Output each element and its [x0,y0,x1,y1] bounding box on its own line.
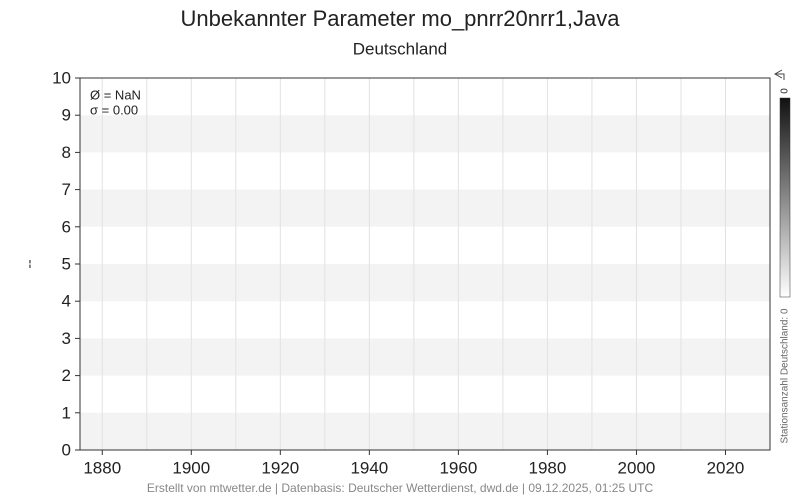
grid-band [80,412,770,450]
y-tick-label: 8 [62,143,71,162]
x-tick-label: 2020 [707,458,745,477]
x-tick-label: 1920 [261,458,299,477]
x-tick-label: 1980 [529,458,567,477]
annotation: Ø = NaN [90,87,141,102]
y-tick-label: 6 [62,217,71,236]
grid-band [80,338,770,376]
x-tick-label: 1900 [172,458,210,477]
grid-band [80,189,770,227]
x-tick-label: 1940 [350,458,388,477]
colorbar-label: Stationsanzahl Deutschland: 0 [780,308,791,444]
x-tick-label: 1880 [83,458,121,477]
x-tick-label: 1960 [439,458,477,477]
y-tick-label: 4 [62,292,71,311]
grid-band [80,115,770,153]
x-tick-label: 2000 [618,458,656,477]
y-axis-label: -- [21,259,37,269]
colorbar-tick-label: 0 [780,88,791,94]
chart-title: Unbekannter Parameter mo_pnrr20nrr1,Java [180,6,620,31]
y-tick-label: 1 [62,403,71,422]
chart-subtitle: Deutschland [353,39,448,58]
grid-band [80,264,770,302]
y-tick-label: 0 [62,440,71,459]
footer: Erstellt von mtwetter.de | Datenbasis: D… [147,481,654,495]
y-tick-label: 10 [52,68,71,87]
back-icon[interactable] [773,69,785,80]
y-tick-label: 5 [62,254,71,273]
y-tick-label: 2 [62,366,71,385]
annotation: σ = 0.00 [90,102,138,117]
colorbar [779,97,791,298]
y-tick-label: 9 [62,106,71,125]
y-tick-label: 3 [62,329,71,348]
y-tick-label: 7 [62,180,71,199]
